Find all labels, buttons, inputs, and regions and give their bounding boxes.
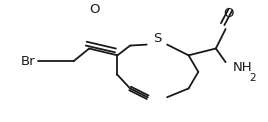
Text: 2: 2	[249, 73, 256, 83]
Text: O: O	[89, 3, 99, 16]
Text: S: S	[153, 32, 162, 45]
Text: NH: NH	[232, 61, 252, 75]
Text: O: O	[223, 7, 234, 20]
Text: Br: Br	[21, 55, 36, 68]
